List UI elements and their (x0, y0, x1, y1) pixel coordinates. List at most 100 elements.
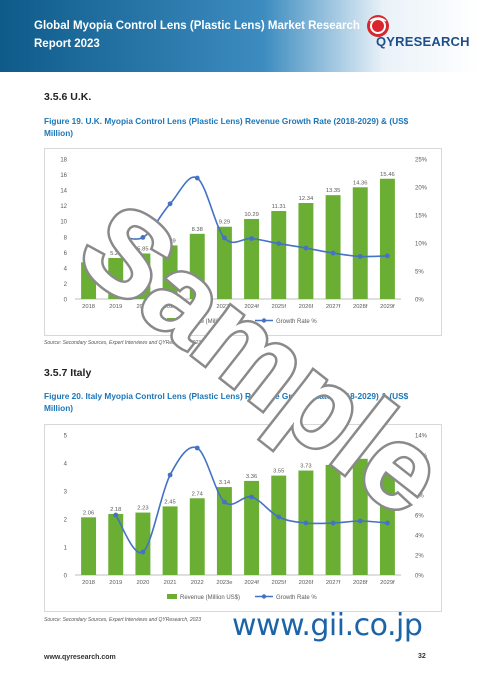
y-right-tick-label: 5% (415, 270, 424, 276)
x-tick-label: 2018 (82, 304, 95, 310)
y-right-tick-label: 15% (415, 214, 428, 220)
report-title: Global Myopia Control Lens (Plastic Lens… (34, 20, 360, 50)
bar-value-label: 3.14 (219, 480, 231, 486)
y-left-tick-label: 0 (64, 298, 68, 304)
x-tick-label: 2029f (380, 304, 395, 310)
y-left-tick-label: 1 (64, 546, 68, 552)
growth-rate-point (276, 241, 282, 246)
revenue-bar (189, 498, 205, 575)
revenue-bar (379, 178, 395, 299)
bar-value-label: 2.23 (137, 506, 148, 512)
section-heading-italy: 3.5.7 Italy (44, 367, 92, 379)
x-tick-label: 2019 (109, 580, 122, 586)
footer-website: www.qyresearch.com (44, 654, 116, 661)
y-left-tick-label: 5 (64, 434, 68, 440)
gii-url: www.gii.co.jp (232, 608, 423, 643)
bar-value-label: 3.36 (246, 474, 257, 480)
x-tick-label: 2018 (82, 580, 95, 586)
y-right-tick-label: 10% (415, 474, 428, 480)
source-note-uk: Source: Secondary Sources, Expert Interv… (44, 340, 202, 346)
y-left-tick-label: 4 (64, 266, 68, 272)
bar-value-label: 10.29 (244, 212, 259, 218)
bar-value-label: 8.38 (192, 227, 203, 233)
x-tick-label: 2027f (326, 580, 341, 586)
revenue-bar (81, 262, 97, 299)
growth-rate-point (249, 494, 254, 500)
revenue-bar (271, 475, 287, 575)
x-tick-label: 2024f (244, 580, 259, 586)
growth-rate-point (276, 514, 282, 520)
y-right-tick-label: 25% (415, 158, 428, 164)
revenue-bar (325, 464, 341, 575)
x-tick-label: 2023e (216, 304, 232, 310)
growth-rate-point (222, 499, 227, 505)
revenue-bar (189, 233, 205, 299)
bar-value-label: 3.55 (273, 469, 284, 475)
bar-value-label: 5.27 (110, 251, 121, 257)
growth-rate-point (303, 245, 309, 251)
chart-uk: 0 2 4 6 8 10 12 14 16 18 0% 5% 10% 15% 20% 25% 4.72 2018 5… (44, 148, 442, 336)
bar-value-label: 5.85 (137, 247, 148, 253)
legend-revenue-label: Revenue (Million US$) (180, 595, 240, 601)
revenue-bar (352, 458, 368, 575)
figure-caption-uk: Figure 19. U.K. Myopia Control Lens (Pla… (44, 116, 409, 138)
legend-revenue-label: Revenue (Million US$) (180, 319, 240, 325)
revenue-bar (216, 226, 232, 299)
x-tick-label: 2026f (299, 304, 314, 310)
logo-text: QYRESEARCH (376, 34, 470, 49)
legend-growth-label: Growth Rate % (276, 319, 317, 325)
x-tick-label: 2021 (164, 304, 177, 310)
revenue-bar (135, 253, 151, 299)
page-number: 32 (418, 653, 426, 660)
growth-rate-point (330, 520, 336, 526)
revenue-bar (162, 506, 178, 575)
revenue-bar (352, 187, 368, 299)
x-tick-label: 2020 (136, 580, 149, 586)
section-heading-uk: 3.5.6 U.K. (44, 91, 92, 103)
bar-value-label: 13.35 (326, 188, 341, 194)
growth-rate-point (113, 231, 119, 237)
y-right-tick-label: 0% (415, 298, 424, 304)
growth-rate-point (167, 201, 173, 207)
bar-value-label: 12.34 (299, 196, 314, 202)
growth-rate-point (357, 518, 363, 524)
growth-rate-point (140, 549, 146, 555)
bar-value-label: 2.06 (83, 510, 94, 516)
revenue-bar (162, 245, 178, 299)
y-left-tick-label: 12 (60, 204, 67, 210)
growth-rate-point (385, 520, 390, 526)
revenue-bar (108, 258, 124, 299)
x-tick-label: 2026f (299, 580, 314, 586)
bar-value-label: 4.72 (83, 255, 94, 261)
y-left-tick-label: 3 (64, 490, 68, 496)
growth-rate-point (194, 445, 200, 451)
growth-rate-point (113, 512, 119, 518)
growth-rate-point (194, 175, 200, 181)
y-right-tick-label: 10% (415, 242, 428, 248)
bar-value-label: 6.89 (164, 238, 175, 244)
y-left-tick-label: 10 (60, 220, 67, 226)
revenue-bar (244, 480, 260, 575)
y-right-tick-label: 2% (415, 554, 424, 560)
y-right-tick-label: 12% (415, 454, 428, 460)
chart-italy: 0 1 2 3 4 5 0% 2% 4% 6% 8% 10% 12% 14% 2.06 2018 2.18 201… (44, 424, 442, 612)
bar-value-label: 3.73 (300, 464, 311, 470)
legend-revenue-swatch (167, 594, 177, 599)
revenue-bar (298, 203, 314, 299)
revenue-bar (244, 218, 260, 299)
y-left-tick-label: 2 (64, 282, 68, 288)
x-tick-label: 2027f (326, 304, 341, 310)
growth-rate-point (249, 236, 254, 241)
bar-value-label: 9.29 (219, 220, 230, 226)
y-right-tick-label: 4% (415, 534, 424, 540)
y-left-tick-label: 4 (64, 462, 68, 468)
x-tick-label: 2029f (380, 580, 395, 586)
growth-rate-point (140, 235, 146, 240)
chart-italy-svg: 0 1 2 3 4 5 0% 2% 4% 6% 8% 10% 12% 14% 2.06 2018 2.18 201… (64, 434, 428, 602)
y-right-tick-label: 20% (415, 186, 428, 192)
legend-growth-marker (261, 594, 267, 599)
x-tick-label: 2024f (244, 304, 259, 310)
report-header: Global Myopia Control Lens (Plastic Lens… (0, 0, 480, 72)
growth-rate-point (303, 520, 309, 526)
bar-value-label: 2.18 (110, 507, 121, 513)
